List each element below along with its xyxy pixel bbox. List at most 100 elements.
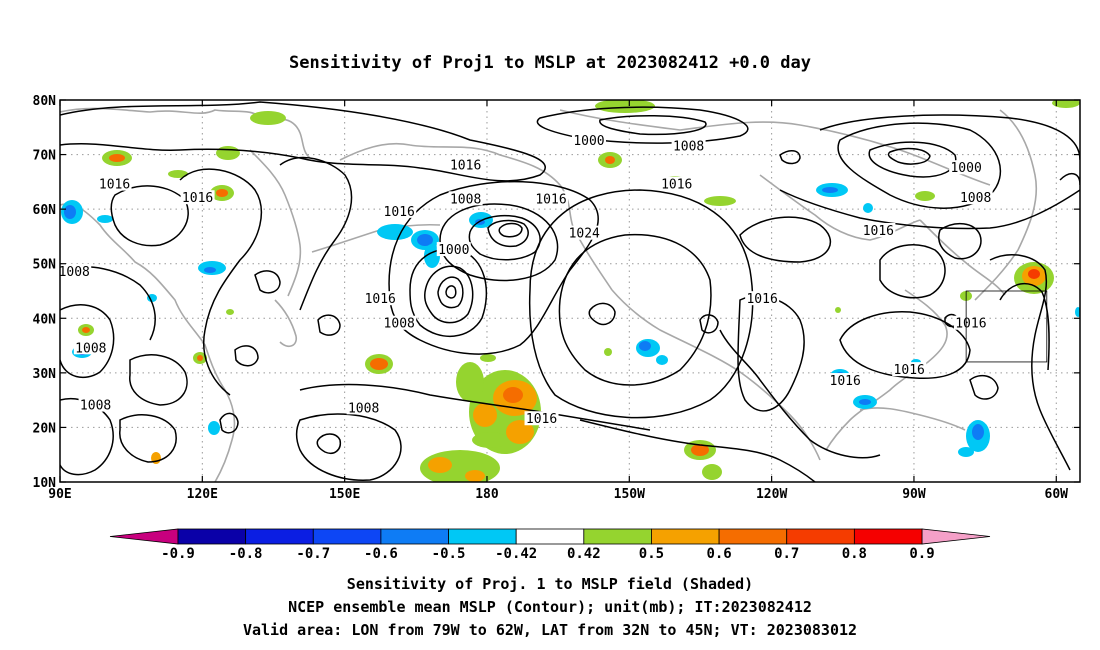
shade-blob — [639, 341, 651, 351]
coast-labrador — [919, 219, 1006, 296]
contour-label-bg — [671, 138, 706, 153]
contour-label-bg — [436, 242, 471, 257]
contour-line — [445, 285, 457, 299]
lon-tick-label: 120E — [187, 487, 218, 502]
colorbar-segment — [651, 528, 720, 545]
contour-line — [938, 223, 982, 260]
shade-blob — [1052, 100, 1080, 108]
colorbar-segment — [786, 528, 855, 545]
shade-blob — [109, 154, 125, 162]
contour-line — [316, 433, 342, 454]
shade-blob — [97, 215, 113, 223]
shade-blob — [1075, 307, 1080, 317]
contour-label-bg — [448, 191, 483, 206]
colorbar-segment — [245, 528, 314, 545]
colorbar-segment — [177, 528, 247, 545]
shade-blob — [64, 205, 76, 219]
contour-line — [719, 329, 881, 459]
contour-label: 1016 — [863, 224, 894, 239]
contour-line — [969, 374, 999, 400]
colorbar-tick-label: 0.6 — [706, 546, 731, 562]
contour-label: 1000 — [438, 243, 469, 258]
contour-line — [558, 233, 712, 386]
contour-line — [999, 282, 1050, 371]
colorbar-tick-label: -0.9 — [161, 546, 195, 562]
contour-line — [699, 314, 719, 334]
shade-blob — [204, 267, 216, 273]
coast-asia-north — [60, 107, 311, 159]
shade-blob — [417, 234, 433, 246]
contour-label-bg — [180, 190, 215, 205]
contour-label: 1016 — [99, 178, 130, 193]
lon-tick-label: 180 — [475, 487, 499, 502]
contour-label: 1016 — [182, 191, 213, 206]
contour-label-bg — [892, 362, 927, 377]
shade-blob — [859, 399, 871, 405]
contour-label: 1008 — [450, 192, 481, 207]
contour-label: 1016 — [384, 205, 415, 220]
map-frame — [59, 99, 1081, 483]
contour-line — [579, 419, 816, 482]
shade-blob — [835, 307, 841, 313]
caption-line-2: NCEP ensemble mean MSLP (Contour); unit(… — [288, 598, 812, 616]
coast-hudson — [759, 174, 921, 241]
colorbar-segment — [380, 528, 449, 545]
caption-line-1: Sensitivity of Proj. 1 to MSLP field (Sh… — [347, 575, 753, 593]
contour-label-bg — [346, 400, 381, 415]
contour-label: 1016 — [955, 317, 986, 332]
contour-label-bg — [382, 203, 417, 218]
contour-label: 1008 — [80, 399, 111, 414]
contour-label-bg — [659, 176, 694, 191]
lat-tick-label: 20N — [33, 421, 57, 436]
map-panel: 1000 1008 1016 1000 1016 1016 1008 1016 1016 1008… — [59, 100, 1080, 482]
lat-tick-label: 10N — [33, 476, 57, 491]
contour-label-bg — [745, 291, 780, 306]
coast-kamchatka — [249, 149, 302, 297]
colorbar-low-triangle — [109, 528, 179, 545]
contour-line — [129, 354, 188, 406]
contour-label-bg — [571, 132, 606, 147]
colorbar-segment — [448, 528, 517, 545]
lon-tick-label: 90E — [48, 487, 71, 502]
contour-line — [739, 216, 832, 263]
colorbar-segment — [583, 528, 652, 545]
valid-area-box — [965, 290, 1048, 363]
contour-label-bg — [567, 225, 602, 240]
coast-greenland — [974, 109, 1038, 301]
shade-blob — [506, 420, 534, 444]
contour-line — [879, 244, 946, 299]
colorbar-segment — [515, 528, 585, 545]
contour-label: 1000 — [950, 161, 981, 176]
contour-label: 1016 — [365, 292, 396, 307]
shade-blob — [503, 387, 523, 403]
contour-line — [779, 114, 1080, 230]
shade-blob — [605, 156, 615, 164]
lat-tick-label: 60N — [33, 203, 57, 218]
colorbar-tick-label: 0.5 — [639, 546, 664, 562]
contour-label-bg — [534, 191, 569, 206]
shade-blob — [168, 170, 188, 178]
contour-label-bg — [363, 291, 398, 306]
colorbar-segment — [312, 528, 382, 545]
contour-label: 1016 — [661, 178, 692, 193]
contour-line — [299, 383, 651, 431]
contour-label: 1024 — [569, 227, 600, 242]
lon-tick-label: 150W — [614, 487, 645, 502]
contour-label-bg — [97, 176, 132, 191]
contour-label: 1008 — [59, 265, 90, 280]
contour-label: 1016 — [526, 412, 557, 427]
contour-labels: 1000 1008 1016 1000 1016 1016 1008 1016 1016 1008… — [59, 132, 993, 427]
contour-line — [887, 147, 931, 165]
coast-canada-north — [559, 109, 991, 186]
contour-line — [779, 150, 801, 165]
contour-label: 1016 — [830, 374, 861, 389]
colorbar-tick-label: 0.7 — [774, 546, 799, 562]
contour-label: 1008 — [384, 317, 415, 332]
lat-tick-label: 30N — [33, 367, 57, 382]
lon-tick-label: 150E — [329, 487, 360, 502]
lon-tick-label: 120W — [756, 487, 787, 502]
lat-tick-label: 40N — [33, 312, 57, 327]
contour-label-bg — [60, 263, 92, 278]
contour-line — [528, 189, 754, 419]
contour-line — [110, 185, 189, 247]
